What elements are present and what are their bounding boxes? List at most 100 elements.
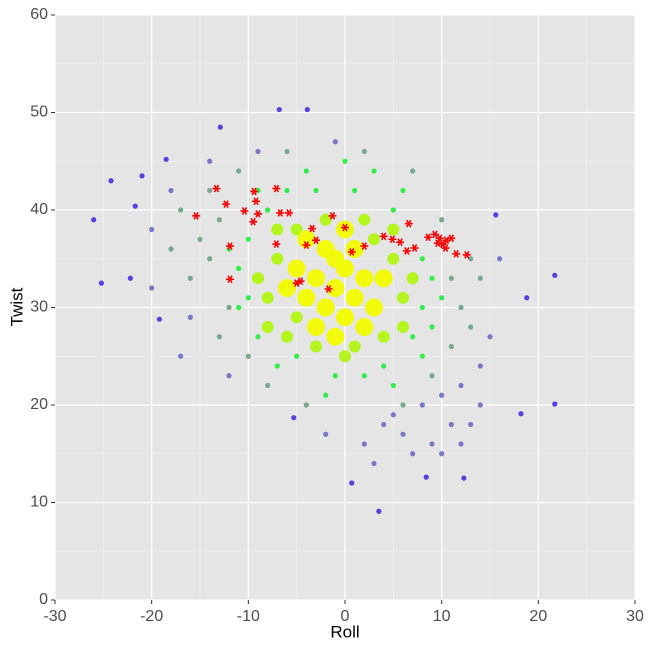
star-stroke	[439, 240, 446, 248]
point	[291, 415, 297, 421]
point	[168, 246, 174, 252]
star-stroke	[251, 187, 257, 196]
point	[255, 334, 261, 340]
star-point	[312, 236, 320, 245]
x-tick-label: -10	[237, 608, 260, 625]
point	[524, 295, 530, 301]
point	[397, 291, 409, 304]
point	[358, 213, 371, 226]
star-stroke	[309, 224, 315, 233]
star-point	[284, 209, 293, 217]
point	[304, 106, 310, 113]
point	[406, 272, 419, 285]
star-stroke	[313, 236, 319, 245]
star-point	[424, 233, 433, 242]
star-point	[328, 211, 337, 220]
star-stroke	[193, 211, 199, 220]
star-stroke	[404, 247, 410, 255]
point	[400, 431, 406, 437]
star-stroke	[286, 209, 292, 217]
point	[371, 168, 377, 174]
point	[361, 441, 367, 447]
point	[387, 252, 400, 265]
point	[487, 334, 493, 340]
star-point	[410, 244, 419, 252]
point	[552, 401, 558, 407]
star-point	[388, 235, 397, 244]
point	[376, 508, 382, 514]
y-axis-label: Twist	[7, 287, 26, 326]
point	[477, 275, 483, 281]
point	[448, 421, 454, 428]
point	[294, 353, 300, 359]
point	[468, 421, 474, 428]
star-point	[212, 184, 221, 193]
point	[297, 288, 316, 307]
point	[458, 441, 464, 447]
point	[307, 269, 325, 288]
x-tick-label: 20	[529, 608, 547, 625]
star-point	[276, 209, 285, 217]
point	[245, 295, 251, 301]
point	[265, 207, 271, 213]
star-stroke	[297, 277, 304, 286]
star-stroke	[325, 285, 332, 293]
point	[139, 173, 145, 179]
star-point	[341, 223, 349, 232]
point	[316, 298, 335, 317]
star-point	[192, 211, 201, 220]
star-stroke	[435, 239, 441, 248]
star-point	[250, 187, 259, 196]
point	[284, 148, 290, 155]
point	[132, 203, 138, 209]
point	[429, 324, 435, 330]
star-stroke	[380, 232, 387, 241]
star-stroke	[213, 184, 220, 193]
point	[178, 207, 184, 213]
point	[377, 330, 390, 343]
star-stroke	[464, 250, 470, 259]
point	[323, 392, 329, 398]
point	[336, 220, 354, 239]
point	[429, 275, 435, 281]
point	[352, 187, 358, 194]
star-point	[462, 250, 471, 259]
point	[163, 156, 169, 162]
point	[316, 240, 335, 258]
point	[552, 272, 558, 278]
x-tick-label: -20	[140, 608, 163, 625]
star-stroke	[253, 197, 259, 206]
point	[387, 223, 400, 236]
point	[368, 233, 380, 246]
point	[336, 308, 354, 327]
point	[156, 316, 162, 322]
y-tick-label: 60	[30, 6, 48, 23]
star-point	[225, 242, 234, 250]
point	[349, 480, 355, 486]
star-stroke	[241, 207, 248, 215]
star-point	[430, 230, 439, 239]
star-stroke	[227, 242, 233, 250]
point	[245, 236, 251, 242]
point	[468, 256, 474, 262]
point	[374, 269, 393, 288]
point	[326, 279, 345, 297]
point	[439, 392, 445, 398]
point	[390, 412, 396, 418]
star-point	[324, 285, 333, 293]
point	[429, 441, 435, 447]
point	[149, 285, 155, 291]
point	[390, 207, 396, 213]
point	[448, 275, 454, 281]
point	[168, 187, 174, 194]
point	[365, 298, 383, 317]
star-point	[433, 239, 442, 248]
point	[429, 373, 435, 379]
point	[439, 295, 445, 301]
star-point	[222, 200, 231, 209]
point	[91, 217, 97, 223]
point	[355, 269, 374, 288]
star-stroke	[361, 242, 368, 250]
point	[261, 291, 274, 304]
point	[410, 451, 416, 457]
